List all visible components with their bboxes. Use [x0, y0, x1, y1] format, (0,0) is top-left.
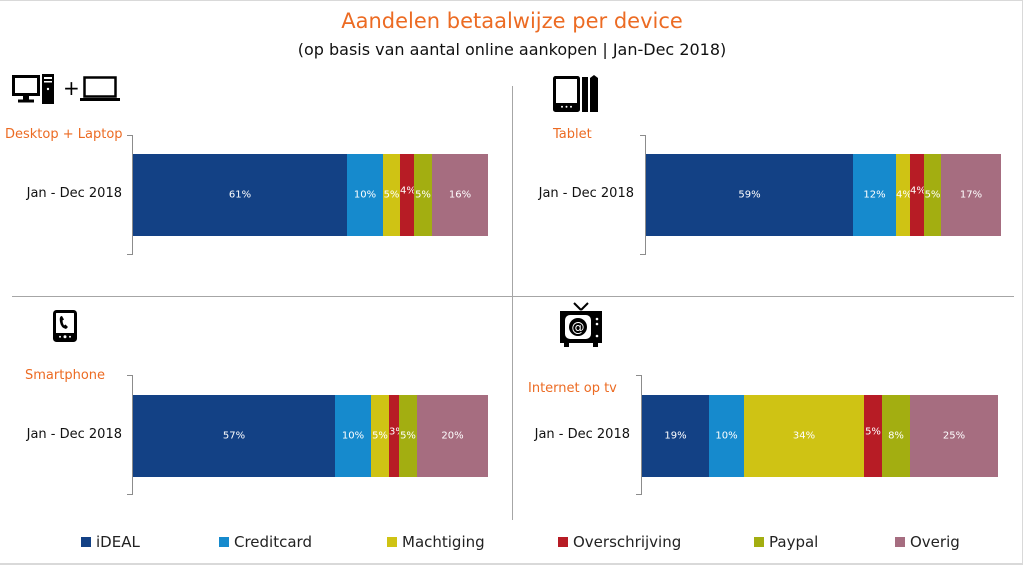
data-label: 25% — [942, 430, 966, 442]
data-label: 17% — [959, 189, 983, 201]
chart-title: Aandelen betaalwijze per device — [341, 9, 683, 33]
bar-segment-overschrijving: 5% — [864, 395, 882, 477]
legend-swatch — [81, 537, 91, 547]
axis-tablet — [640, 135, 646, 255]
data-label: 5% — [865, 426, 881, 438]
legend-item-ideal: iDEAL — [81, 533, 140, 551]
panel-label-smartphone: Smartphone — [25, 368, 106, 383]
data-label: 10% — [715, 430, 738, 442]
data-label: 5% — [415, 189, 431, 201]
bar-segment-machtiging: 34% — [744, 395, 864, 477]
vertical-divider — [512, 86, 513, 520]
legend-item-overig: Overig — [895, 533, 960, 551]
legend-label: Creditcard — [234, 533, 312, 551]
legend-swatch — [387, 537, 397, 547]
data-label: 10% — [353, 189, 377, 201]
axis-smartphone — [127, 375, 133, 495]
bar-segment-overschrijving: 4% — [400, 154, 416, 236]
bar-segment-ideal: 57% — [133, 395, 335, 477]
data-label: 59% — [738, 189, 761, 201]
bar-segment-ideal: 19% — [642, 395, 709, 477]
legend-swatch — [219, 537, 229, 547]
horizontal-divider — [12, 296, 1014, 297]
bar-segment-overschrijving: 4% — [910, 154, 926, 236]
data-label: 5% — [372, 430, 388, 442]
bar-segment-machtiging: 5% — [371, 395, 389, 477]
data-label: 8% — [888, 430, 904, 442]
panel-label-desktop-laptop: Desktop + Laptop — [5, 127, 123, 142]
bar-internet-tv: 19% 10% 34% 5% 8% 25% — [642, 395, 998, 477]
row-label-smartphone: Jan - Dec 2018 — [26, 427, 122, 442]
bar-segment-creditcard: 10% — [709, 395, 744, 477]
legend-label: iDEAL — [96, 533, 140, 551]
legend-swatch — [558, 537, 568, 547]
internet-tv-icon: @ — [560, 302, 602, 347]
row-label-internet-tv: Jan - Dec 2018 — [534, 427, 630, 442]
desktop-computer-icon — [12, 74, 54, 104]
bar-segment-paypal: 5% — [414, 154, 432, 236]
bar-segment-ideal: 59% — [646, 154, 853, 236]
legend-item-machtiging: Machtiging — [387, 533, 485, 551]
svg-text:@: @ — [572, 321, 585, 336]
bar-segment-overig: 25% — [910, 395, 998, 477]
panel-label-internet-tv: Internet op tv — [528, 381, 617, 396]
data-label: 3% — [389, 426, 405, 438]
legend-swatch — [895, 537, 905, 547]
data-label: 34% — [792, 430, 816, 442]
bar-segment-overig: 17% — [941, 154, 1001, 236]
legend-label: Overschrijving — [573, 533, 682, 551]
bar-segment-ideal: 61% — [133, 154, 347, 236]
legend-item-paypal: Paypal — [754, 533, 818, 551]
data-label: 20% — [441, 430, 464, 442]
legend-label: Overig — [910, 533, 960, 551]
legend-item-overschrijving: Overschrijving — [558, 533, 681, 551]
row-label-desktop-laptop: Jan - Dec 2018 — [26, 186, 122, 201]
panel-label-tablet: Tablet — [553, 127, 592, 142]
bar-segment-machtiging: 4% — [896, 154, 912, 236]
bar-smartphone: 57% 10% 5% 3% 5% 20% — [133, 395, 488, 477]
data-label: 5% — [924, 189, 941, 201]
bar-segment-overig: 16% — [432, 154, 488, 236]
row-label-tablet: Jan - Dec 2018 — [538, 186, 634, 201]
bar-segment-machtiging: 5% — [383, 154, 400, 236]
data-label: 61% — [228, 189, 252, 201]
bar-segment-creditcard: 10% — [347, 154, 383, 236]
bar-segment-paypal: 5% — [399, 395, 417, 477]
bar-segment-paypal: 5% — [924, 154, 941, 236]
data-label: 12% — [863, 189, 886, 201]
data-label: 4% — [910, 185, 926, 197]
axis-desktop-laptop — [127, 135, 133, 255]
bar-tablet: 59% 12% 4% 4% 5% 17% — [646, 154, 1001, 236]
bar-segment-overig: 20% — [417, 395, 488, 477]
axis-internet-tv — [636, 375, 642, 495]
bar-segment-creditcard: 12% — [853, 154, 896, 236]
data-label: 4% — [896, 189, 912, 201]
data-label: 57% — [222, 430, 246, 442]
chart-subtitle: (op basis van aantal online aankopen | J… — [297, 40, 727, 59]
bar-segment-overschrijving: 3% — [389, 395, 405, 477]
plus-icon: + — [63, 76, 80, 100]
legend-label: Paypal — [769, 533, 819, 551]
legend-swatch — [754, 537, 764, 547]
smartphone-icon — [53, 310, 77, 342]
data-label: 5% — [400, 430, 416, 442]
bar-segment-paypal: 8% — [882, 395, 910, 477]
tablet-icon — [553, 75, 598, 112]
laptop-icon — [80, 76, 120, 101]
data-label: 19% — [664, 430, 687, 442]
data-label: 16% — [448, 189, 472, 201]
legend-item-creditcard: Creditcard — [219, 533, 312, 551]
legend: iDEAL Creditcard Machtiging Overschrijvi… — [0, 533, 1024, 555]
bar-segment-creditcard: 10% — [335, 395, 371, 477]
data-label: 5% — [383, 189, 400, 201]
data-label: 4% — [400, 185, 416, 197]
data-label: 10% — [341, 430, 365, 442]
legend-label: Machtiging — [402, 533, 485, 551]
bar-desktop-laptop: 61% 10% 5% 4% 5% 16% — [133, 154, 488, 236]
